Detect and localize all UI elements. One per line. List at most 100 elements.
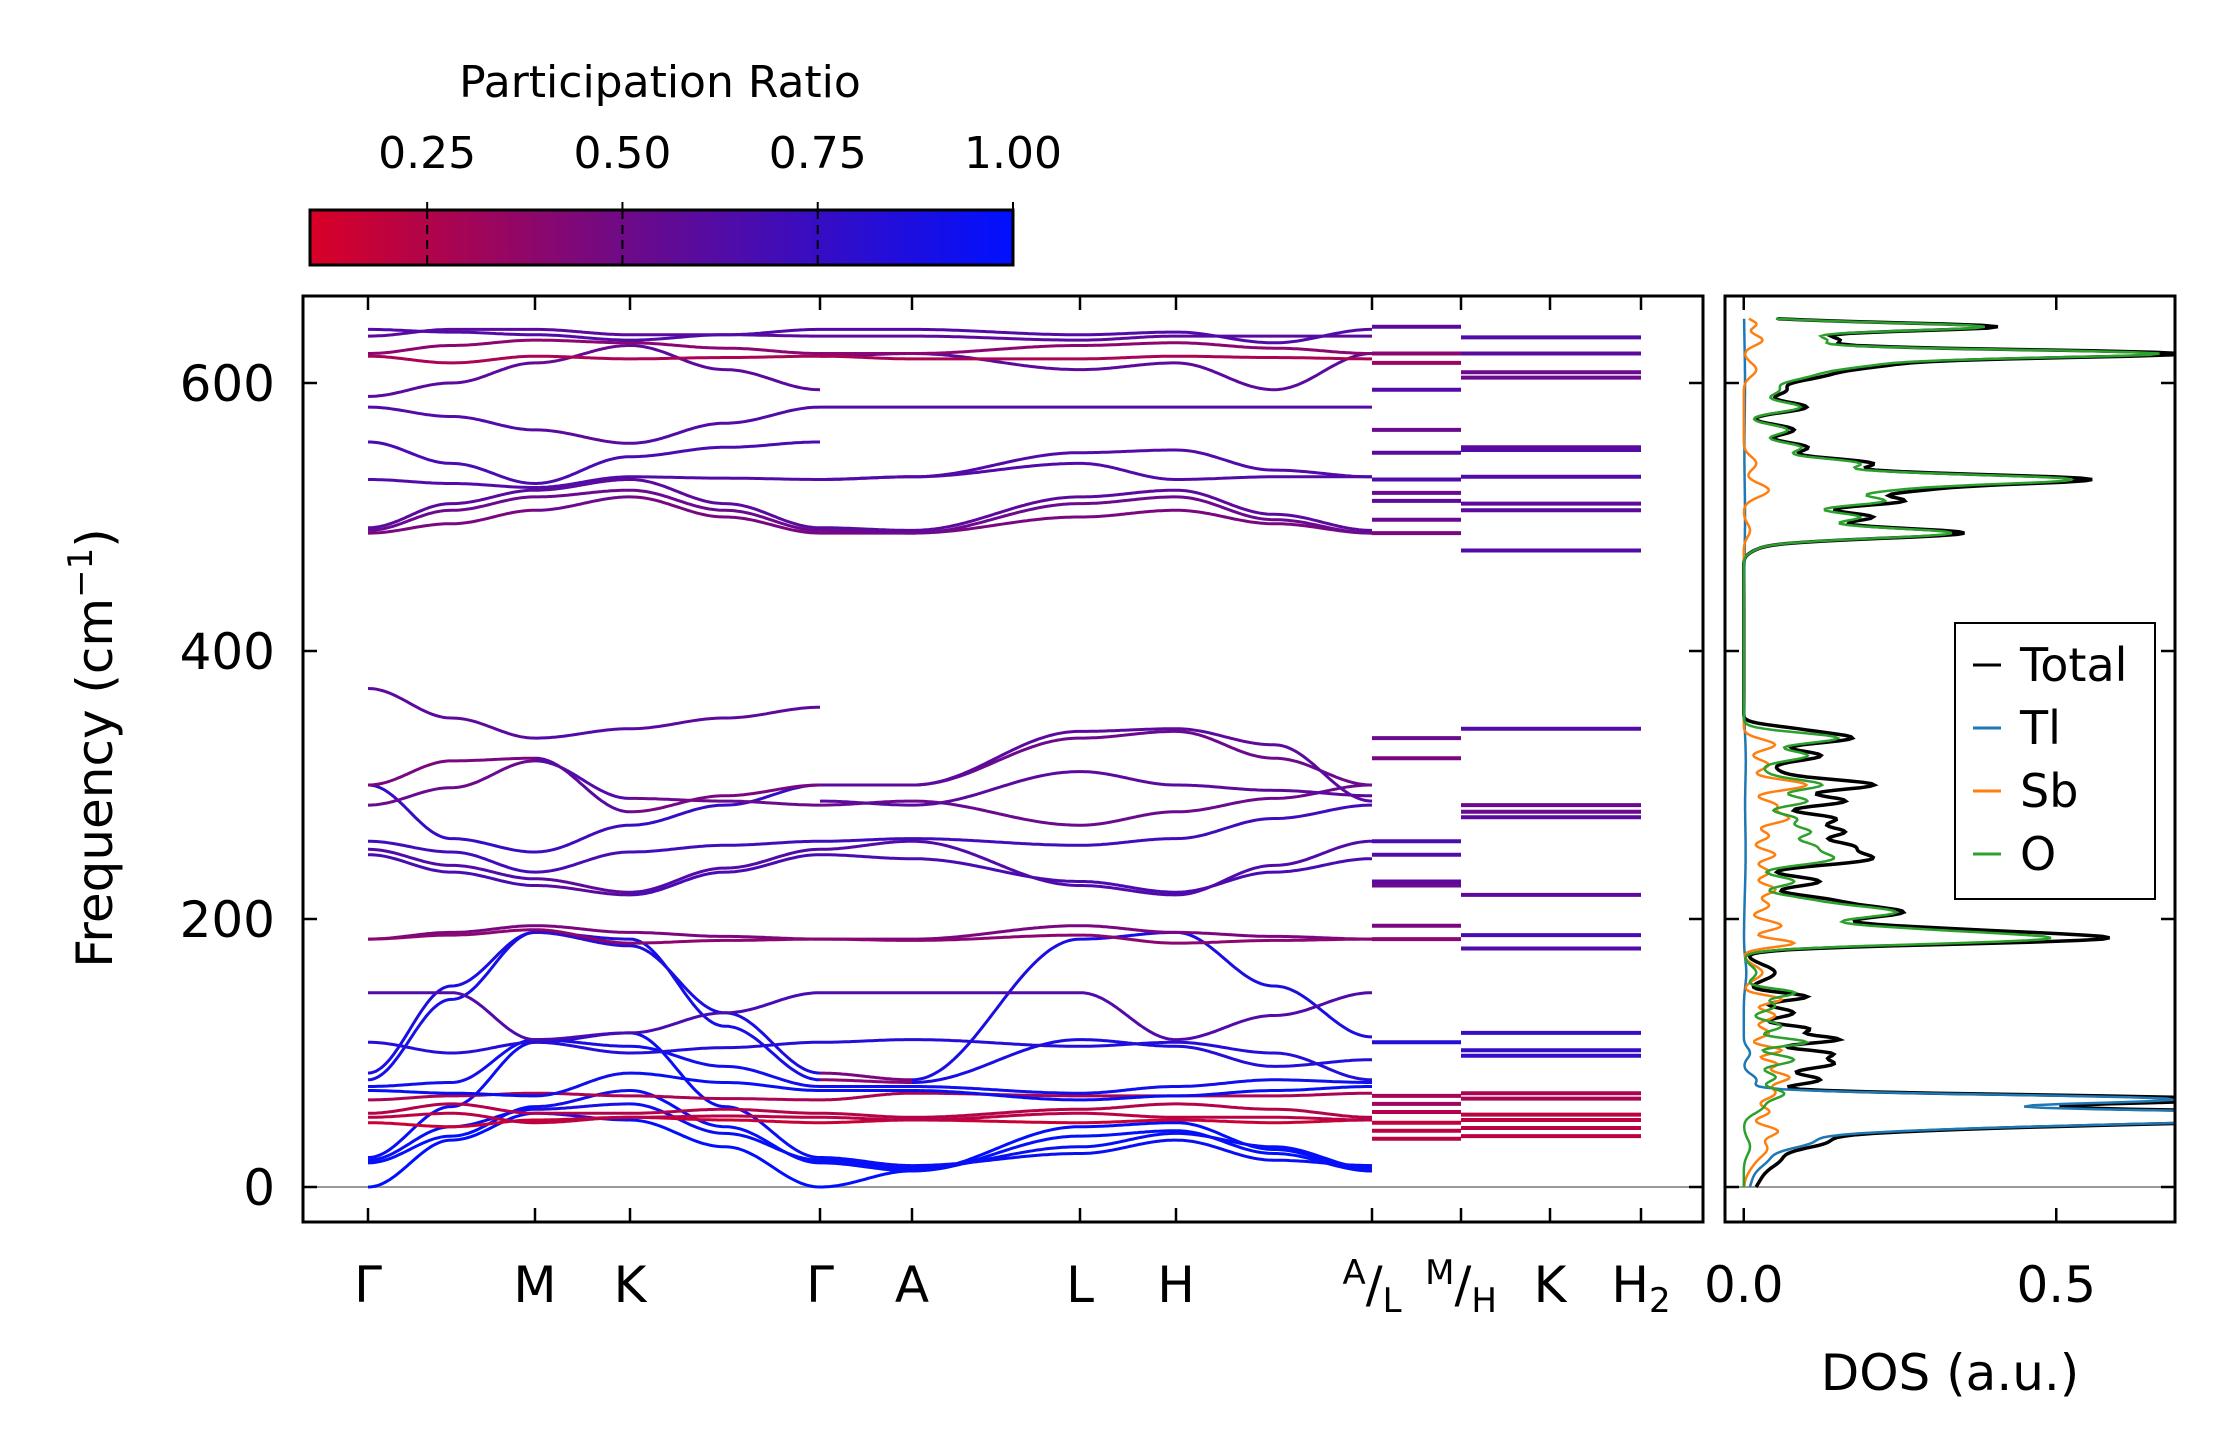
phonon-band-line xyxy=(912,839,1080,887)
phonon-band-line xyxy=(820,528,912,535)
phonon-band-line xyxy=(912,736,1080,787)
phonon-band-line xyxy=(535,928,630,945)
x-tick-label: L xyxy=(1066,1256,1094,1314)
phonon-band-line xyxy=(820,937,912,942)
phonon-band-line xyxy=(535,455,630,485)
band-segment xyxy=(911,327,1081,1173)
phonon-band-line xyxy=(1080,495,1176,506)
dos-y-ticks xyxy=(1725,381,2175,1189)
x-tick-label: M xyxy=(513,1256,556,1314)
phonon-band-line xyxy=(1080,837,1176,847)
phonon-band-line xyxy=(630,783,820,814)
phonon-band-line xyxy=(368,338,535,355)
phonon-band-line xyxy=(1175,930,1373,1039)
phonon-band-line xyxy=(1175,857,1372,894)
band-segment xyxy=(1372,324,1461,1141)
phonon-band-line xyxy=(367,930,536,1082)
phonon-band-line xyxy=(1176,1115,1372,1122)
phonon-band-line xyxy=(820,1038,912,1044)
phonon-band-line xyxy=(1175,352,1373,392)
colorbar: Participation Ratio 0.25 0.50 0.75 1.00 xyxy=(308,57,1062,267)
phonon-band-line xyxy=(1080,330,1176,337)
phonon-band-line xyxy=(535,338,630,345)
phonon-band-line xyxy=(1176,475,1372,481)
phonon-band-line xyxy=(535,475,630,489)
phonon-band-line xyxy=(1175,991,1373,1042)
phonon-band-line xyxy=(1080,508,1176,519)
colorbar-tick-label: 0.50 xyxy=(573,128,671,179)
phonon-band-line xyxy=(535,488,630,499)
phonon-band-line xyxy=(629,847,821,894)
phonon-band-line xyxy=(1080,991,1176,1042)
phonon-band-line xyxy=(1080,884,1176,897)
phonon-band-line xyxy=(535,924,630,934)
phonon-band-line xyxy=(535,823,630,854)
phonon-band-line xyxy=(535,1089,630,1109)
phonon-band-line xyxy=(535,333,630,342)
phonon-band-line xyxy=(1176,1040,1373,1082)
phonon-band-line xyxy=(820,1091,912,1102)
phonon-band-line xyxy=(1175,495,1373,535)
phonon-band-line xyxy=(820,839,912,851)
phonon-band-line xyxy=(912,1038,1080,1084)
phonon-band-line xyxy=(367,847,535,881)
x-tick-label: M/H xyxy=(1425,1253,1497,1321)
phonon-band-line xyxy=(912,1145,1080,1170)
phonon-band-line xyxy=(1080,1118,1176,1125)
phonon-band-line xyxy=(630,1071,820,1092)
phonon-band-line xyxy=(912,837,1080,847)
band-segment xyxy=(1175,327,1373,1173)
x-tick-label: A xyxy=(895,1256,929,1314)
phonon-band-line xyxy=(1176,341,1372,355)
phonon-band-line xyxy=(368,1089,535,1098)
phonon-band-line xyxy=(630,1094,820,1102)
phonon-band-line xyxy=(630,705,820,731)
phonon-band-line xyxy=(1080,1121,1176,1129)
phonon-band-line xyxy=(535,930,630,948)
phonon-band-line xyxy=(535,759,630,800)
phonon-band-line xyxy=(368,1111,535,1125)
dos-curves xyxy=(1742,316,2175,1188)
phonon-band-line xyxy=(368,853,535,887)
phonon-band-line xyxy=(368,327,535,338)
phonon-band-line xyxy=(1080,1111,1176,1119)
phonon-band-line xyxy=(912,502,1080,535)
colorbar-tick-label: 0.25 xyxy=(378,128,476,179)
phonon-band-line xyxy=(820,1169,912,1189)
phonon-band-line xyxy=(368,478,535,489)
phonon-band-line xyxy=(820,837,912,843)
phonon-band-line xyxy=(630,344,821,392)
x-tick-label: A/L xyxy=(1342,1253,1401,1321)
phonon-band-line xyxy=(1080,361,1176,372)
phonon-band-line xyxy=(1080,1094,1176,1102)
phonon-band-line xyxy=(368,405,535,432)
phonon-band-line xyxy=(629,405,821,445)
band-segment xyxy=(1080,330,1176,1155)
phonon-band-line xyxy=(367,756,535,787)
phonon-band-line xyxy=(1080,1129,1176,1138)
band-x-ticks: Γ M K Γ A L H A/LM/H K H2 xyxy=(354,296,1671,1321)
phonon-band-line xyxy=(1080,1040,1176,1048)
phonon-band-line xyxy=(629,495,821,535)
y-tick-label: 600 xyxy=(180,355,275,413)
band-axes-frame xyxy=(301,294,1705,1224)
colorbar-tick-label: 1.00 xyxy=(964,128,1062,179)
phonon-band-line xyxy=(912,461,1080,479)
phonon-band-line xyxy=(630,1040,820,1055)
phonon-band-line xyxy=(820,1078,912,1084)
y-tick-label: 0 xyxy=(243,1159,275,1217)
phonon-band-line xyxy=(1080,727,1176,733)
phonon-band-line xyxy=(912,1134,1080,1173)
phonon-band-line xyxy=(1175,727,1373,803)
dos-curve-total xyxy=(1742,316,2175,1188)
phonon-band-line xyxy=(1176,783,1372,798)
phonon-band-line xyxy=(1080,354,1176,361)
phonon-band-line xyxy=(912,1107,1080,1119)
phonon-band-line xyxy=(535,1115,630,1125)
phonon-band-line xyxy=(1175,1138,1373,1168)
band-segment xyxy=(629,327,821,1189)
dos-curve-tl xyxy=(1742,318,2175,1188)
phonon-band-line xyxy=(1080,810,1176,827)
